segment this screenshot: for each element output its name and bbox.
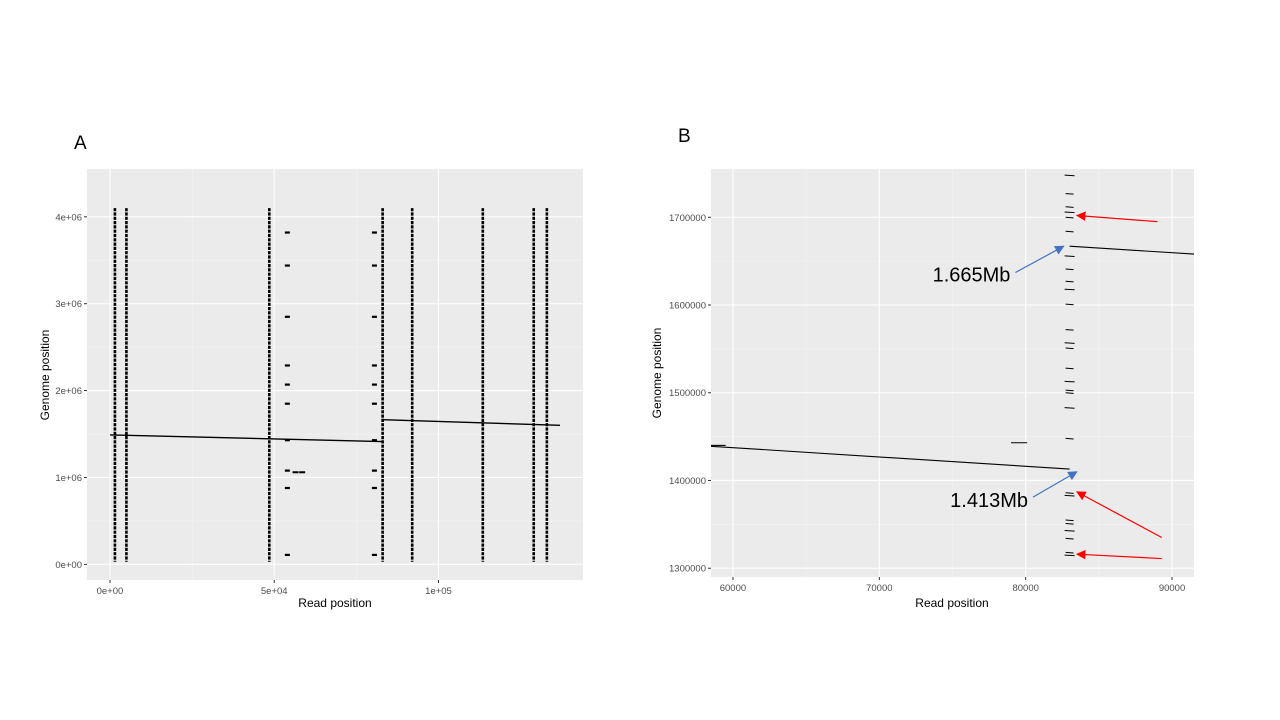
panel-b-hit-dash <box>1064 407 1075 409</box>
panel-b-hit-dash <box>1065 230 1074 233</box>
panel-a-hit-point <box>299 471 306 474</box>
panel-a-y-tick-label: 3e+06 <box>55 299 82 310</box>
panel-a-x-tick-label: 0e+00 <box>97 586 124 597</box>
panel-b-hit-dash <box>1064 529 1075 532</box>
panel-a-hit-point <box>284 383 290 386</box>
panel-b-hit-dash <box>1064 380 1075 383</box>
panel-b-x-tick-label: 80000 <box>1012 583 1038 594</box>
panel-b-y-tick-label: 1500000 <box>669 388 706 399</box>
panel-a-hit-point <box>284 402 290 405</box>
panel-b-hit-dash <box>1065 216 1074 219</box>
panel-a-y-tick-label: 0e+00 <box>55 560 82 571</box>
panel-b: B 1300000 1400000 1500000 1600000 1700000 60… <box>650 126 1195 610</box>
panel-b-red-arrow <box>1075 211 1158 223</box>
panel-b-y-tick-label: 1700000 <box>669 213 706 224</box>
panel-b-gridlines <box>711 169 1194 577</box>
panel-b-data <box>710 174 1195 557</box>
panel-a-hit-point <box>371 439 377 442</box>
panel-b-x-ticks: 60000 70000 80000 90000 <box>720 577 1185 594</box>
panel-b-hit-dash <box>1065 268 1074 271</box>
panel-a-hit-point <box>284 553 290 557</box>
panel-a-hit-point <box>284 439 290 442</box>
panel-b-x-tick-label: 70000 <box>866 583 892 594</box>
panel-b-hit-dash <box>1065 329 1074 331</box>
panel-a-hit-point <box>284 469 290 472</box>
panel-b-hit-dash <box>1064 174 1075 177</box>
panel-a-y-ticks: 0e+00 1e+06 2e+06 3e+06 4e+06 <box>55 212 87 571</box>
panel-a-y-tick-label: 1e+06 <box>55 473 82 484</box>
panel-a-hit-point <box>371 469 377 472</box>
panel-b-hit-dash <box>1065 367 1074 370</box>
panel-a-gridlines <box>87 169 583 580</box>
panel-b-callout-arrow <box>1032 471 1078 498</box>
panel-a-x-axis-title: Read position <box>298 596 371 610</box>
panel-b-callout-label: 1.413Mb <box>950 490 1028 512</box>
panel-b-alignment-line <box>710 445 1070 470</box>
panel-a-letter: A <box>74 133 87 154</box>
panel-a-data <box>109 208 561 562</box>
panel-a-hit-point <box>284 264 290 267</box>
panel-b-alignment-line <box>1069 245 1195 255</box>
panel-b-hit-dash <box>1064 494 1075 497</box>
panel-b-y-tick-label: 1600000 <box>669 301 706 312</box>
panel-b-y-tick-label: 1400000 <box>669 476 706 487</box>
panel-b-hit-dash <box>1065 193 1074 195</box>
panel-b-x-axis-title: Read position <box>915 596 988 610</box>
panel-b-hit-dash <box>1065 347 1074 350</box>
panel-a-hit-point <box>371 486 377 490</box>
panel-a-background <box>87 169 583 580</box>
panel-b-hit-dash <box>1064 255 1075 257</box>
panel-a-hit-point <box>284 364 290 367</box>
panel-b-annotations: 1.665Mb 1.413Mb <box>933 211 1163 560</box>
panel-a-x-tick-label: 5e+04 <box>261 586 288 597</box>
panel-b-callout-arrow <box>1015 245 1065 274</box>
panel-a-y-tick-label: 4e+06 <box>55 212 82 223</box>
panel-b-hit-dash <box>1065 303 1074 306</box>
panel-a-alignment-line <box>109 434 383 443</box>
panel-a-x-tick-label: 1e+05 <box>425 586 452 597</box>
panel-a-y-tick-label: 2e+06 <box>55 386 82 397</box>
panel-b-letter: B <box>678 126 691 147</box>
panel-a: A 0e+00 1e+06 2e+06 3e+06 4e+06 0e+00 5e+04 1e… <box>38 133 583 610</box>
panel-b-hit-dash <box>1065 519 1074 522</box>
panel-b-callout-label: 1.665Mb <box>933 264 1011 286</box>
panel-b-hit-dash <box>1065 522 1074 525</box>
panel-b-red-arrow <box>1076 491 1163 539</box>
panel-b-hit-dash <box>1065 392 1074 394</box>
panel-b-hit-dash <box>1064 554 1075 557</box>
panel-b-hit-dash <box>1064 211 1075 214</box>
panel-a-hit-point <box>284 231 290 234</box>
panel-b-hit-dash <box>1065 492 1074 494</box>
panel-a-hit-point <box>292 471 299 474</box>
panel-a-hit-point <box>284 315 290 318</box>
panel-a-hit-point <box>371 383 377 386</box>
panel-b-hit-dash <box>1065 280 1074 283</box>
panel-a-alignment-line <box>382 418 561 427</box>
panel-a-x-ticks: 0e+00 5e+04 1e+05 <box>97 580 452 597</box>
panel-b-hit-dash <box>1065 551 1074 554</box>
panel-b-y-axis-title: Genome position <box>650 328 664 419</box>
panel-b-y-ticks: 1300000 1400000 1500000 1600000 1700000 <box>669 213 711 575</box>
panel-a-hit-point <box>371 402 377 405</box>
panel-b-hit-dash <box>1065 537 1074 540</box>
panel-a-hit-point <box>371 264 377 267</box>
panel-b-x-tick-label: 90000 <box>1159 583 1185 594</box>
panel-a-hit-point <box>371 315 377 318</box>
panel-b-hit-dash <box>1065 206 1074 208</box>
panel-a-y-axis-title: Genome position <box>38 330 52 421</box>
panel-b-hit-dash <box>1064 342 1075 344</box>
panel-a-hit-point <box>371 553 377 557</box>
panel-a-hit-point <box>371 231 377 234</box>
panel-a-hit-point <box>284 486 290 490</box>
panel-a-hit-point <box>371 364 377 367</box>
panel-b-hit-dash <box>1065 389 1074 392</box>
panel-b-hit-dash <box>1064 288 1075 291</box>
panel-b-hit-dash <box>1065 437 1074 440</box>
panel-b-y-tick-label: 1300000 <box>669 564 706 575</box>
panel-b-red-arrow <box>1075 549 1162 560</box>
panel-b-x-tick-label: 60000 <box>720 583 746 594</box>
